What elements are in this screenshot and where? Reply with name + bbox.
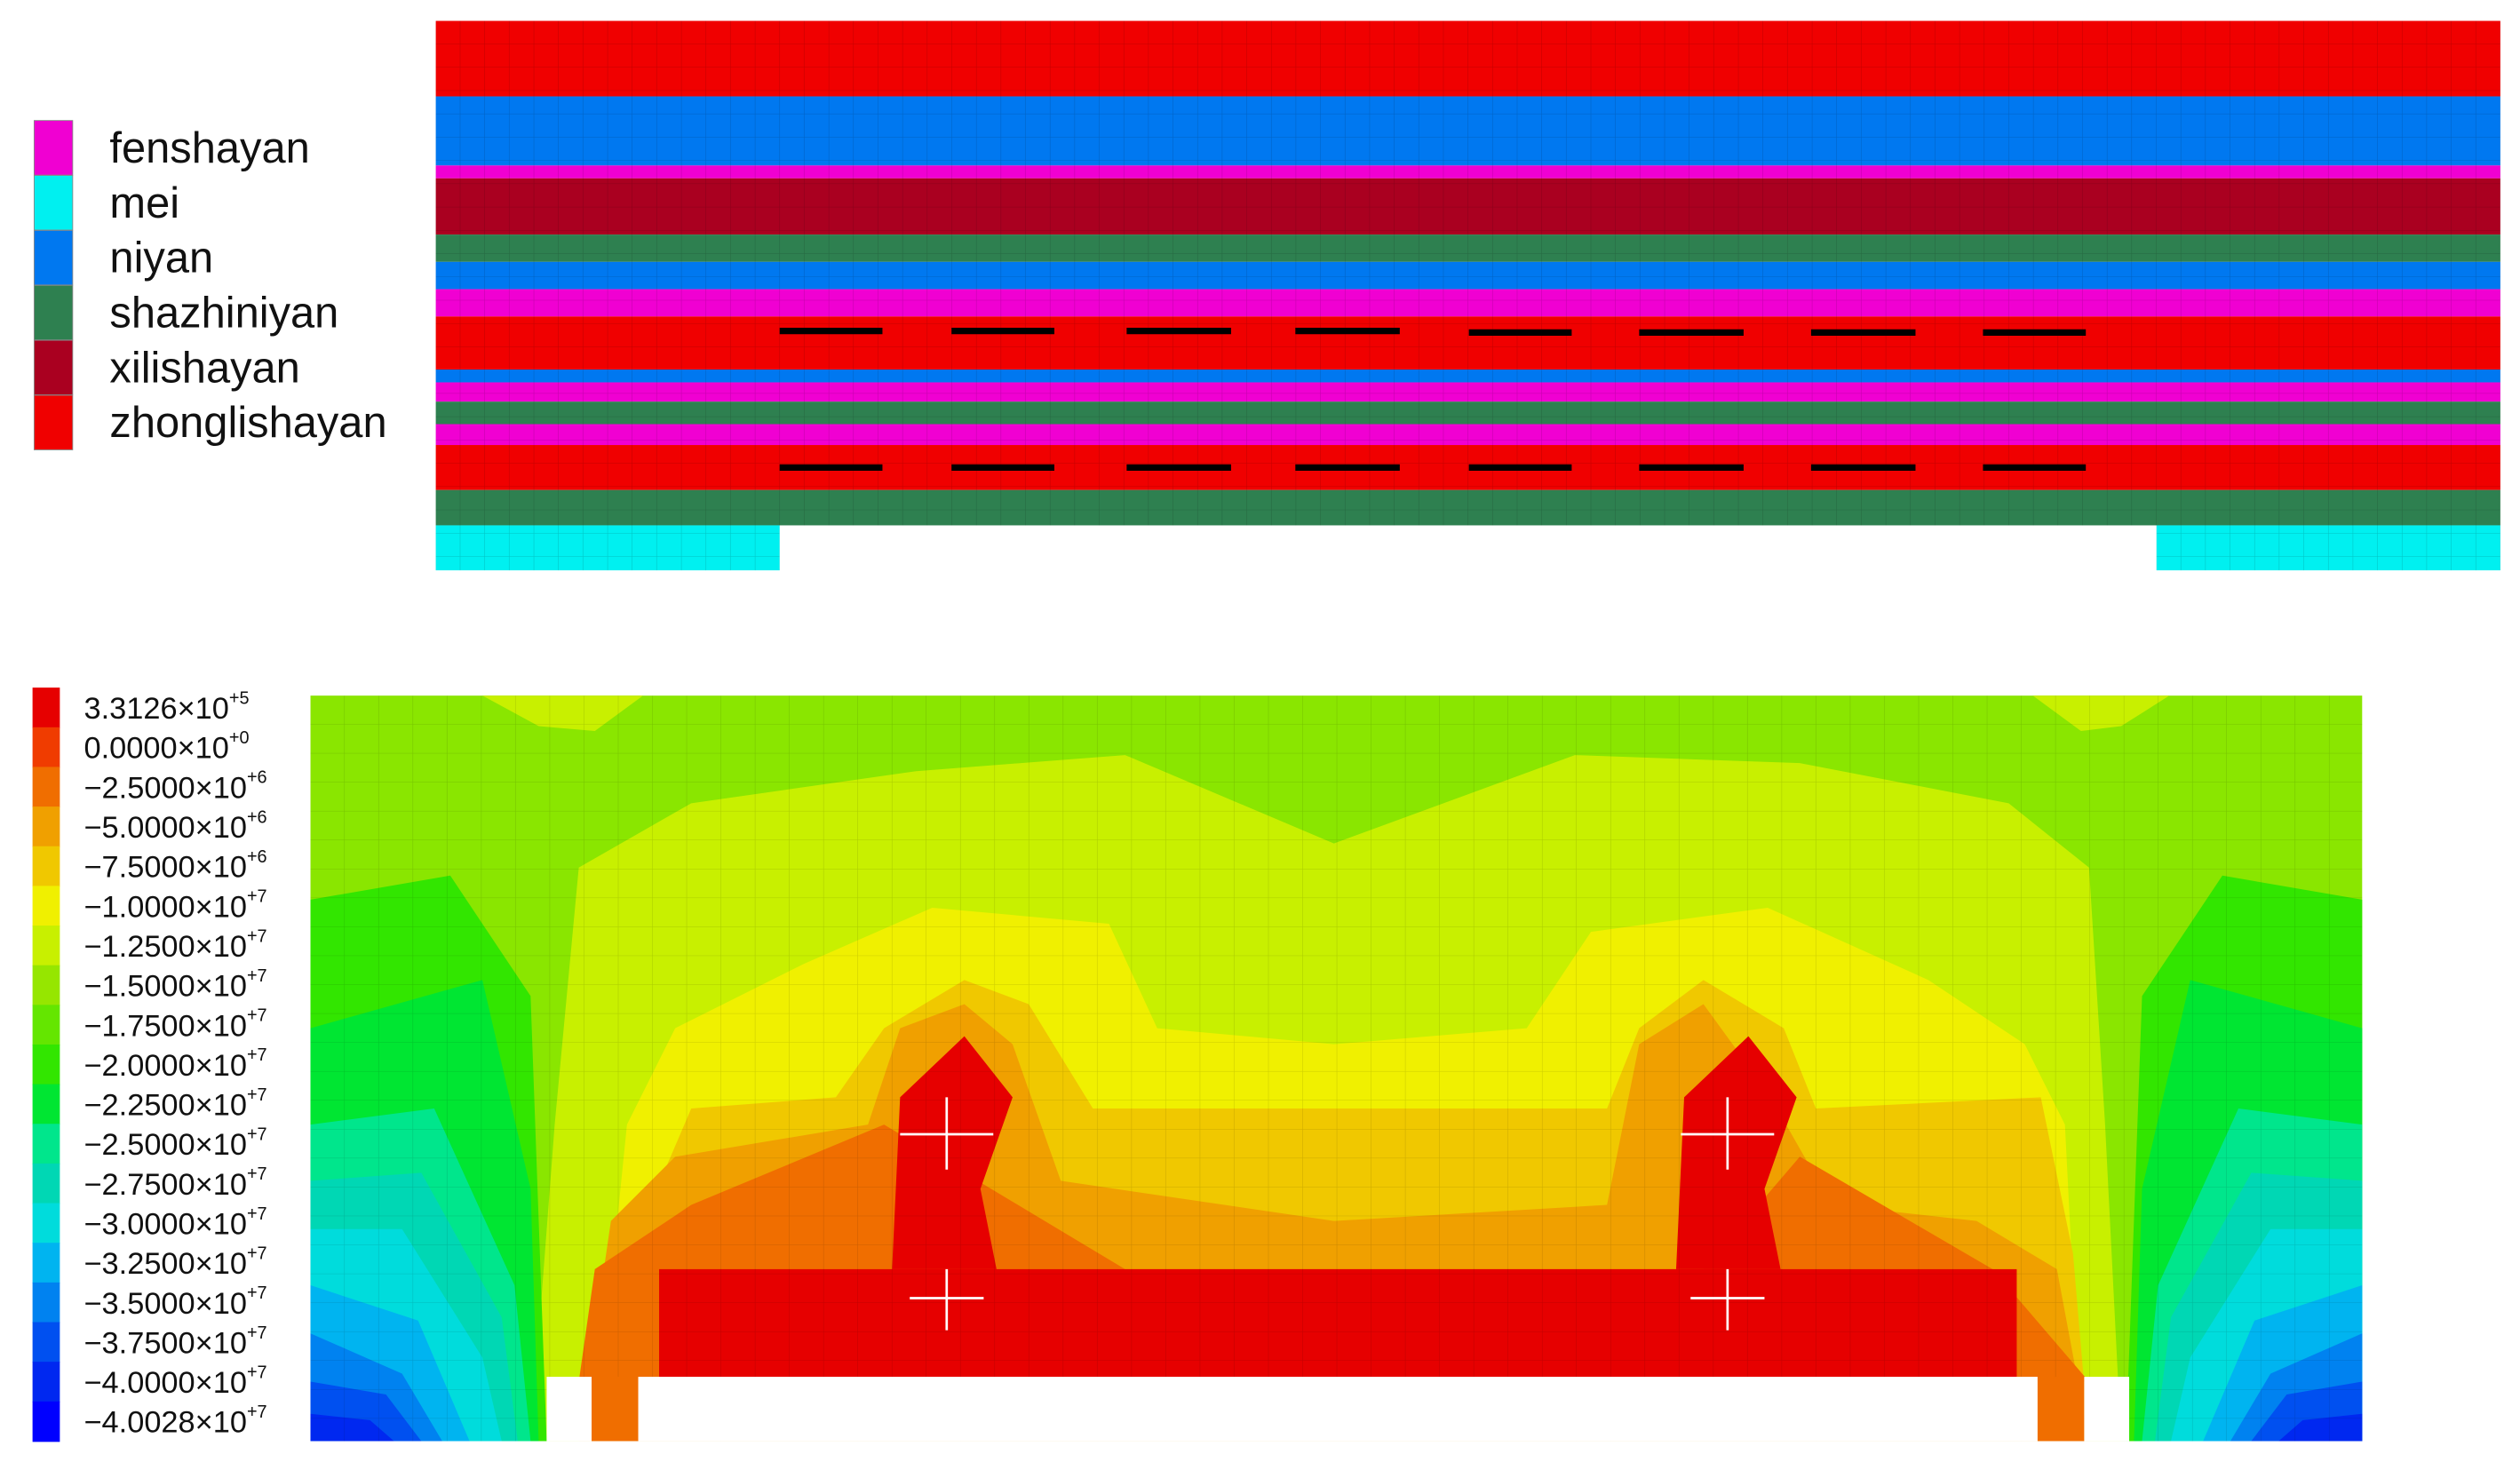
colorbar-label: −3.7500×10+7 — [84, 1323, 267, 1360]
colorbar-label: −1.2500×10+7 — [84, 927, 267, 964]
label-base: −4.0000×10 — [84, 1366, 247, 1400]
colorbar-swatch — [32, 727, 60, 768]
label-base: −3.0000×10 — [84, 1208, 247, 1242]
label-base: −2.0000×10 — [84, 1049, 247, 1083]
label-exponent: +7 — [247, 927, 267, 947]
colorbar-swatch — [32, 687, 60, 728]
colorbar-swatch — [32, 1243, 60, 1283]
colorbar-swatch — [32, 1005, 60, 1045]
label-base: −7.5000×10 — [84, 851, 247, 885]
colorbar-swatch — [32, 1044, 60, 1085]
label-base: −3.5000×10 — [84, 1287, 247, 1321]
layer-model — [435, 20, 2500, 571]
label-base: −2.7500×10 — [84, 1168, 247, 1202]
label-exponent: +7 — [247, 966, 267, 986]
colorbar-label: −1.5000×10+7 — [84, 966, 267, 1003]
mesh — [2156, 525, 2500, 571]
label-exponent: +6 — [247, 847, 267, 867]
colorbar-swatch — [32, 1282, 60, 1323]
label-base: −3.7500×10 — [84, 1327, 247, 1361]
colorbar-swatch — [32, 1203, 60, 1244]
label-exponent: +7 — [247, 1323, 267, 1343]
label-base: −1.5000×10 — [84, 970, 247, 1004]
label-exponent: +7 — [247, 1244, 267, 1264]
colorbar-swatch — [32, 1084, 60, 1125]
colorbar-swatch — [32, 926, 60, 966]
colorbar-label: 3.3126×10+5 — [84, 689, 250, 726]
colorbar-label: −2.5000×10+7 — [84, 1125, 267, 1162]
legend-label: zhonglishayan — [109, 399, 386, 447]
legend-swatch — [33, 229, 74, 286]
label-base: −3.2500×10 — [84, 1247, 247, 1281]
colorbar-swatch — [32, 965, 60, 1006]
colorbar-swatch — [32, 1163, 60, 1204]
colorbar-label: −5.0000×10+6 — [84, 808, 267, 845]
colorbar-swatch — [32, 1401, 60, 1442]
legend-label: xilishayan — [109, 344, 299, 392]
label-base: −1.0000×10 — [84, 890, 247, 924]
label-exponent: +5 — [229, 689, 250, 709]
colorbar-label: −3.0000×10+7 — [84, 1204, 267, 1241]
mesh — [435, 525, 780, 571]
label-exponent: +6 — [247, 808, 267, 828]
label-base: −1.2500×10 — [84, 930, 247, 964]
label-exponent: +7 — [247, 1283, 267, 1303]
colorbar-swatch — [32, 767, 60, 807]
label-base: −2.5000×10 — [84, 771, 247, 805]
label-base: −2.5000×10 — [84, 1128, 247, 1162]
label-exponent: +7 — [247, 1204, 267, 1224]
colorbar-label: −4.0028×10+7 — [84, 1402, 267, 1439]
colorbar-label: −4.0000×10+7 — [84, 1363, 267, 1400]
legend-swatch — [33, 284, 74, 341]
roadways — [779, 327, 2087, 471]
colorbar-swatch — [32, 846, 60, 887]
label-base: −4.0028×10 — [84, 1406, 247, 1440]
label-base: 3.3126×10 — [84, 692, 229, 726]
legend-swatch — [33, 394, 74, 450]
anchor-points — [900, 1097, 1775, 1331]
stress-legend: 3.3126×10+50.0000×10+0−2.5000×10+6−5.000… — [32, 687, 267, 1442]
label-exponent: +7 — [247, 1363, 267, 1383]
colorbar-label: −1.7500×10+7 — [84, 1006, 267, 1043]
label-base: −2.2500×10 — [84, 1089, 247, 1123]
label-base: −5.0000×10 — [84, 811, 247, 845]
colorbar-label: −3.5000×10+7 — [84, 1283, 267, 1320]
label-exponent: +6 — [247, 768, 267, 788]
colorbar-swatch — [32, 1124, 60, 1164]
colorbar-label: −2.0000×10+7 — [84, 1045, 267, 1082]
legend-label: fenshayan — [109, 124, 309, 172]
colorbar-label: −2.7500×10+7 — [84, 1164, 267, 1201]
label-base: −1.7500×10 — [84, 1009, 247, 1043]
mesh — [435, 20, 2500, 526]
colorbar-label: −1.0000×10+7 — [84, 887, 267, 924]
legend-swatch — [33, 120, 74, 176]
colorbar-label: −3.2500×10+7 — [84, 1244, 267, 1281]
label-exponent: +7 — [247, 1006, 267, 1026]
label-exponent: +7 — [247, 1164, 267, 1184]
colorbar-swatch — [32, 807, 60, 847]
legend-label: mei — [109, 179, 179, 227]
label-base: 0.0000×10 — [84, 732, 229, 766]
colorbar-label: −7.5000×10+6 — [84, 847, 267, 884]
material-legend: fenshayan mei niyan shazhiniyan xilishayan zh… — [33, 120, 387, 450]
colorbar-label: −2.5000×10+6 — [84, 768, 267, 805]
legend-label: shazhiniyan — [109, 290, 338, 338]
legend-label: niyan — [109, 234, 213, 282]
colorbar-swatch — [32, 1362, 60, 1402]
label-exponent: +7 — [247, 1125, 267, 1145]
legend-swatch — [33, 339, 74, 396]
stress-contour — [310, 695, 2363, 1442]
label-exponent: +0 — [229, 728, 250, 748]
label-exponent: +7 — [247, 1045, 267, 1065]
legend-swatch — [33, 175, 74, 231]
colorbar-label: 0.0000×10+0 — [84, 728, 250, 765]
label-exponent: +7 — [247, 1402, 267, 1422]
label-exponent: +7 — [247, 1085, 267, 1105]
colorbar-swatch — [32, 1322, 60, 1363]
colorbar-swatch — [32, 886, 60, 926]
label-exponent: +7 — [247, 887, 267, 907]
colorbar-label: −2.2500×10+7 — [84, 1085, 267, 1122]
